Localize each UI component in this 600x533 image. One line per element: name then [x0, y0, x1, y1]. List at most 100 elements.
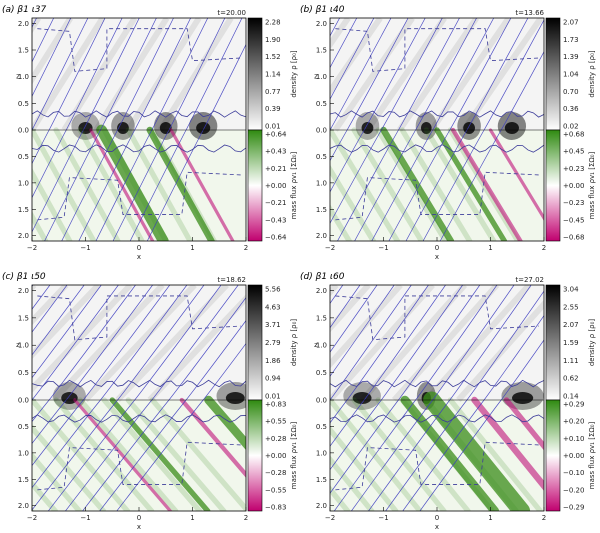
- boundary-line: [32, 379, 246, 388]
- density-core: [196, 122, 211, 134]
- negative-flux-band: [503, 397, 544, 451]
- density-tick-label: 3.71: [265, 321, 281, 329]
- field-line: [330, 285, 378, 353]
- density-streak: [83, 285, 197, 403]
- density-streak: [397, 18, 480, 132]
- mass-flux-colorbar: [247, 399, 263, 512]
- density-streak: [32, 18, 106, 132]
- field-line: [330, 18, 375, 100]
- flux-band: [330, 455, 375, 511]
- density-tick-label: 4.63: [265, 303, 281, 311]
- field-line: [330, 18, 358, 69]
- boundary-line: [32, 144, 246, 153]
- density-tick-label: 1.14: [265, 71, 281, 79]
- panel-label: (c) β1 ι50: [2, 272, 46, 282]
- mass-flux-tick-label: −0.28: [265, 469, 286, 477]
- dashed-contour: [335, 295, 539, 341]
- density-streak: [157, 18, 234, 132]
- x-tick-label: 0: [137, 514, 141, 522]
- mass-flux-tick-label: −0.23: [563, 199, 584, 207]
- panel-time: t=27.02: [515, 276, 544, 284]
- z-axis-label: z: [314, 73, 318, 81]
- field-line: [330, 285, 412, 401]
- z-tick-label: 0.0: [316, 127, 327, 135]
- z-tick-label: 0.0: [316, 397, 327, 405]
- density-tick-label: 1.90: [265, 36, 281, 44]
- z-tick-label: 1.5: [18, 476, 29, 484]
- density-tick-label: 2.55: [563, 303, 579, 311]
- flux-band: [32, 479, 58, 511]
- x-tick-label: 2: [542, 514, 546, 522]
- panel-label: (a) β1 ι37: [2, 5, 47, 15]
- density-tick-label: 1.04: [563, 71, 579, 79]
- z-tick-label: 1.0: [18, 342, 29, 350]
- z-tick-label: 1.0: [316, 449, 327, 457]
- density-tick-label: 0.01: [265, 123, 281, 131]
- x-tick-label: 2: [244, 514, 248, 522]
- mass-flux-tick-label: +0.23: [563, 165, 584, 173]
- mass-flux-tick-label: +0.83: [265, 401, 286, 409]
- density-streak: [330, 285, 371, 333]
- boundary-line: [32, 110, 246, 118]
- density-streak: [330, 18, 383, 97]
- density-core: [421, 122, 432, 134]
- mass-flux-tick-label: +0.00: [265, 452, 286, 460]
- field-line: [32, 285, 85, 356]
- x-axis-label: x: [435, 523, 439, 531]
- flux-band: [32, 127, 97, 241]
- panel-label: (d) β1 ι60: [300, 272, 345, 282]
- z-tick-label: 1.5: [18, 206, 29, 214]
- density-streak: [461, 18, 544, 132]
- x-axis-label: x: [435, 253, 439, 261]
- density-map: [330, 18, 544, 130]
- field-line: [32, 18, 72, 98]
- mass-flux-tick-label: −0.10: [563, 469, 584, 477]
- flux-band: [330, 164, 377, 241]
- flux-band: [351, 397, 447, 511]
- density-map: [32, 18, 246, 130]
- x-tick-label: −1: [80, 514, 90, 522]
- mass-flux-tick-label: +0.00: [265, 182, 286, 190]
- density-tick-label: 0.94: [265, 375, 281, 383]
- flux-band: [330, 425, 399, 511]
- z-tick-label: 0.5: [18, 369, 29, 377]
- positive-flux-band: [96, 124, 169, 241]
- z-tick-label: 1.0: [18, 449, 29, 457]
- mass-flux-tick-label: +0.45: [563, 148, 584, 156]
- field-line: [32, 285, 102, 379]
- mass-flux-tick-label: +0.00: [563, 182, 584, 190]
- flux-band: [447, 397, 543, 511]
- density-core: [352, 392, 372, 404]
- z-axis-label: z: [314, 341, 318, 349]
- mass-flux-colorbar-label: mass flux ρv₁ [ΣΩ₀]: [588, 421, 596, 489]
- density-streak: [125, 18, 202, 132]
- density-streak: [364, 18, 447, 132]
- z-tick-label: 2.0: [316, 502, 327, 510]
- mass-flux-tick-label: −0.68: [563, 234, 584, 242]
- mass-flux-tick-label: −0.20: [563, 486, 584, 494]
- positive-flux-band: [423, 391, 531, 511]
- z-tick-label: 1.5: [316, 476, 327, 484]
- boundary-line: [330, 144, 544, 153]
- z-tick-label: 0.5: [316, 100, 327, 108]
- x-tick-label: 0: [435, 244, 439, 252]
- density-core: [512, 392, 534, 404]
- x-tick-label: −2: [325, 244, 335, 252]
- mass-flux-tick-label: −0.21: [265, 199, 286, 207]
- positive-flux-band: [146, 126, 215, 241]
- negative-flux-band: [89, 128, 155, 241]
- mass-flux-colorbar: [545, 399, 561, 512]
- flux-band: [125, 127, 193, 241]
- panel-label: (b) β1 ι40: [300, 5, 345, 15]
- z-tick-label: 0.5: [18, 100, 29, 108]
- density-tick-label: 0.62: [563, 375, 579, 383]
- panel-b: 2.0 1.5 1.0 0.5 0.0 0.5 1.0 1.5 2.0 z −2 −1 0 1 2 x (b) …: [300, 5, 596, 261]
- z-tick-label: 2.0: [316, 20, 327, 28]
- dashed-contour: [335, 28, 539, 72]
- flux-band: [375, 127, 449, 241]
- x-tick-label: 2: [542, 244, 546, 252]
- density-tick-label: 1.86: [265, 357, 281, 365]
- density-tick-label: 5.56: [265, 286, 281, 294]
- x-tick-label: −1: [378, 514, 388, 522]
- density-tick-label: 0.77: [265, 88, 281, 96]
